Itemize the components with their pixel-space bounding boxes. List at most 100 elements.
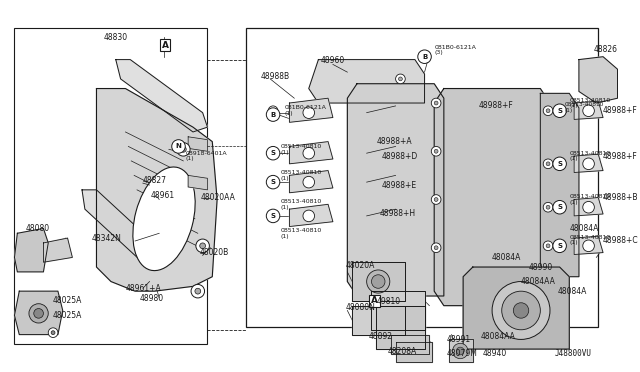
Circle shape [543, 241, 553, 251]
Circle shape [303, 147, 314, 159]
Circle shape [546, 109, 550, 113]
Text: 48988B: 48988B [260, 71, 290, 80]
Circle shape [553, 157, 566, 170]
Text: 48988+D: 48988+D [381, 151, 417, 161]
Circle shape [543, 202, 553, 212]
Text: 08513-40810
(1): 08513-40810 (1) [570, 235, 611, 246]
Circle shape [546, 162, 550, 166]
Polygon shape [574, 236, 603, 254]
Text: 48988+H: 48988+H [379, 209, 415, 218]
Text: 48208A: 48208A [388, 347, 417, 356]
Circle shape [172, 140, 185, 153]
Circle shape [553, 104, 566, 118]
Text: S: S [557, 243, 562, 249]
Polygon shape [579, 57, 618, 103]
Text: 48084A: 48084A [492, 253, 522, 262]
Circle shape [583, 240, 595, 251]
Bar [15, 28, 207, 344]
Text: 48025A: 48025A [53, 311, 83, 320]
Text: 48830: 48830 [104, 33, 128, 42]
Text: S: S [271, 150, 276, 156]
Text: 08513-40810
(1): 08513-40810 (1) [570, 151, 611, 161]
Polygon shape [396, 342, 432, 362]
Circle shape [513, 303, 529, 318]
Text: N: N [175, 144, 182, 150]
Text: 48988+E: 48988+E [381, 180, 416, 190]
Polygon shape [391, 334, 429, 354]
Polygon shape [574, 198, 603, 216]
Text: S: S [557, 204, 562, 210]
Polygon shape [371, 291, 424, 330]
Text: 48988+F: 48988+F [479, 102, 513, 110]
Text: 48079M: 48079M [447, 349, 477, 358]
Circle shape [191, 285, 205, 298]
Text: 081B0-6121A
(1): 081B0-6121A (1) [285, 105, 326, 116]
Circle shape [303, 107, 314, 118]
Text: 08513-40810
(1): 08513-40810 (1) [570, 97, 611, 108]
Text: 48020AA: 48020AA [201, 193, 236, 202]
Circle shape [34, 308, 44, 318]
Polygon shape [289, 142, 333, 164]
Text: S: S [271, 179, 276, 185]
Circle shape [434, 149, 438, 153]
Polygon shape [352, 306, 405, 334]
Circle shape [371, 275, 385, 288]
Polygon shape [376, 306, 424, 349]
Polygon shape [15, 228, 48, 272]
Text: 49810: 49810 [376, 297, 401, 306]
Text: A: A [161, 41, 168, 49]
Circle shape [431, 98, 441, 108]
Polygon shape [97, 89, 217, 291]
Circle shape [553, 239, 566, 253]
Text: 08513-40810
(1): 08513-40810 (1) [281, 144, 322, 155]
Text: 48961: 48961 [150, 191, 175, 200]
Circle shape [431, 147, 441, 156]
Circle shape [434, 198, 438, 202]
Text: S: S [557, 161, 562, 167]
Circle shape [268, 106, 278, 116]
Circle shape [303, 210, 314, 222]
Polygon shape [82, 190, 162, 267]
Circle shape [266, 147, 280, 160]
Polygon shape [449, 339, 473, 362]
Text: 48960: 48960 [321, 56, 344, 65]
Polygon shape [352, 262, 405, 301]
Text: 48080N: 48080N [346, 303, 375, 312]
Text: 48080: 48080 [26, 224, 50, 233]
Circle shape [268, 177, 278, 187]
Text: 48961+A: 48961+A [125, 284, 161, 293]
Text: 48990: 48990 [529, 263, 553, 272]
Bar [246, 28, 598, 327]
Text: 48988+B: 48988+B [603, 193, 639, 202]
Text: 48988+F: 48988+F [603, 151, 638, 161]
Circle shape [399, 77, 403, 81]
Text: 48084AA: 48084AA [521, 277, 556, 286]
Polygon shape [463, 267, 570, 349]
Circle shape [431, 195, 441, 204]
Text: B: B [271, 112, 276, 118]
Polygon shape [540, 93, 579, 277]
Circle shape [271, 180, 275, 184]
Polygon shape [348, 84, 444, 296]
Circle shape [396, 74, 405, 84]
Text: 48084A: 48084A [557, 287, 587, 296]
Circle shape [200, 243, 205, 249]
Text: 48988+F: 48988+F [603, 106, 638, 115]
Circle shape [452, 343, 468, 359]
Circle shape [271, 151, 275, 155]
Circle shape [456, 347, 464, 355]
Circle shape [543, 106, 553, 116]
Circle shape [583, 158, 595, 170]
Circle shape [418, 50, 431, 64]
Circle shape [177, 142, 190, 156]
Polygon shape [289, 98, 333, 122]
Polygon shape [44, 238, 72, 262]
Text: 48826: 48826 [593, 45, 618, 54]
Circle shape [583, 202, 595, 213]
Circle shape [266, 209, 280, 223]
Polygon shape [308, 60, 424, 103]
Circle shape [434, 246, 438, 250]
Ellipse shape [133, 167, 195, 270]
Polygon shape [434, 89, 550, 306]
Polygon shape [289, 170, 333, 193]
